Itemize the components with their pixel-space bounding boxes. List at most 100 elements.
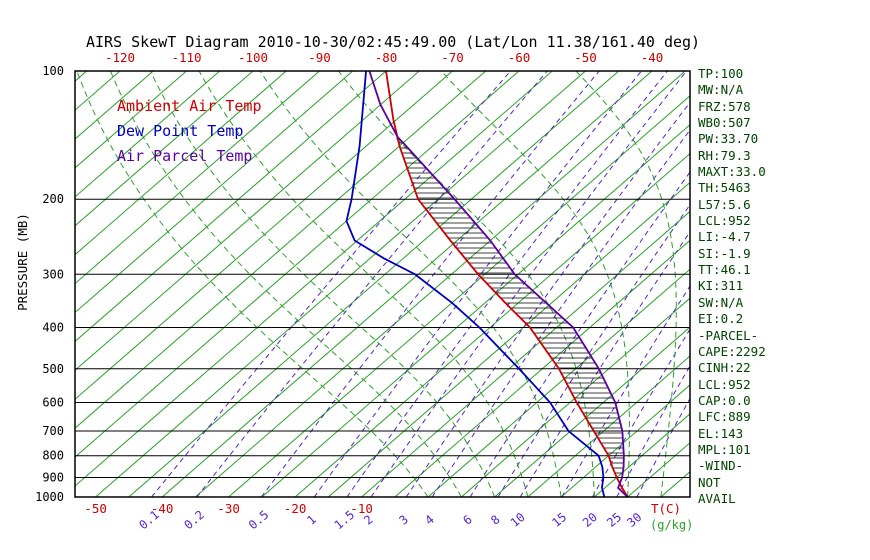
- pressure-axis-label: PRESSURE (MB): [15, 213, 30, 311]
- top-temp-label: -80: [375, 50, 398, 65]
- pressure-tick-label: 600: [42, 395, 64, 409]
- pressure-tick-label: 700: [42, 424, 64, 438]
- mixing-ratio-line: [313, 71, 643, 497]
- mixing-ratio-line: [260, 71, 600, 497]
- mixing-ratio-label: 30: [624, 510, 644, 530]
- stat-line: MAXT:33.0: [698, 164, 766, 180]
- mixing-ratio-line: [561, 285, 690, 497]
- moist-adiabat-line: [575, 71, 677, 497]
- moist-adiabat-line: [149, 71, 496, 497]
- mixing-ratio-label: 3: [396, 512, 411, 527]
- isotherm-line: [75, 71, 453, 400]
- stat-line: PW:33.70: [698, 131, 759, 147]
- pressure-tick-label: 300: [42, 267, 64, 281]
- background-grid: [75, 71, 690, 497]
- isotherm-line: [361, 210, 690, 497]
- stat-line: KI:311: [698, 278, 744, 294]
- isotherm-line: [261, 124, 690, 497]
- pressure-tick-label: 900: [42, 471, 64, 485]
- sounding-layer: [345, 71, 629, 497]
- top-temp-label: -50: [574, 50, 597, 65]
- stat-line: LFC:889: [698, 409, 751, 425]
- stat-line: MPL:101: [698, 441, 751, 457]
- isotherm-line: [75, 71, 187, 169]
- mixing-ratio-line: [592, 328, 690, 497]
- mixing-ratio-line: [519, 231, 690, 497]
- stat-line: TP:100: [698, 66, 744, 81]
- pressure-tick-label: 100: [42, 64, 64, 78]
- isotherm-line: [294, 152, 690, 497]
- bottom-temp-label: -10: [350, 501, 373, 516]
- mixing-ratio-label: 15: [549, 510, 569, 530]
- mixing-ratio-line: [497, 203, 690, 497]
- top-temp-label: -70: [441, 50, 464, 65]
- pressure-tick-label: 400: [42, 320, 64, 334]
- isotherm-line: [75, 71, 320, 285]
- isotherm-line: [461, 297, 690, 497]
- mixing-ratio-label: 20: [580, 510, 600, 530]
- stat-line: TH:5463: [698, 180, 751, 196]
- isotherm-line: [75, 71, 354, 314]
- stat-line: EL:143: [698, 425, 744, 441]
- moist-adiabat-line: [440, 71, 630, 497]
- pressure-tick-label: 800: [42, 449, 64, 463]
- legend-item-dew-point: Dew Point Temp: [117, 122, 244, 140]
- isotherm-line: [75, 71, 387, 343]
- bottom-temp-label: -50: [84, 501, 107, 516]
- stat-line: NOT: [698, 474, 721, 490]
- temp-curve: [385, 71, 629, 497]
- stat-line: SI:-1.9: [698, 245, 751, 261]
- stat-line: CINH:22: [698, 360, 751, 376]
- stat-line: EI:0.2: [698, 311, 744, 327]
- stat-line: LCL:952: [698, 376, 751, 392]
- bottom-temp-label: -40: [151, 501, 174, 516]
- mixing-ratio-label: 10: [508, 510, 528, 530]
- isotherm-line: [161, 71, 653, 497]
- legend-item-ambient-temp: Ambient Air Temp: [117, 97, 262, 115]
- temp-unit-label: T(C): [651, 501, 681, 516]
- mixing-ratio-line: [196, 71, 548, 497]
- mixing-ratio-label: 1: [304, 512, 319, 527]
- isotherm-line: [527, 355, 690, 497]
- stat-line: -PARCEL-: [698, 327, 759, 343]
- top-temp-label: -40: [641, 50, 664, 65]
- mixing-ratio-label: 0.5: [246, 508, 272, 533]
- isotherm-line: [394, 239, 690, 497]
- top-temp-label: -120: [105, 50, 135, 65]
- mixing-ratio-label: 4: [422, 512, 437, 527]
- mixing-ratio-label: 6: [460, 512, 475, 527]
- stat-line: L57:5.6: [698, 196, 751, 212]
- stat-line: CAP:0.0: [698, 392, 751, 408]
- stat-line: SW:N/A: [698, 294, 744, 310]
- plot-border: [74, 70, 691, 498]
- moist-adiabat-line: [198, 71, 529, 497]
- mixing-ratio-line: [346, 71, 669, 497]
- stat-line: LI:-4.7: [698, 229, 751, 245]
- isotherm-line: [128, 71, 620, 497]
- stat-line: -WIND-: [698, 458, 744, 474]
- top-temp-label: -110: [171, 50, 201, 65]
- curve-legend: Ambient Air Temp Dew Point Temp Air Parc…: [117, 94, 262, 169]
- pressure-tick-label: 500: [42, 362, 64, 376]
- stat-line: FRZ:578: [698, 98, 751, 114]
- pressure-tick-label: 200: [42, 192, 64, 206]
- isotherm-line: [75, 71, 254, 227]
- top-temp-label: -60: [508, 50, 531, 65]
- bottom-temp-label: -30: [217, 501, 240, 516]
- parcel-curve: [368, 71, 629, 497]
- isotherm-line: [75, 71, 221, 198]
- stat-line: TT:46.1: [698, 262, 751, 278]
- mixing-ratio-line: [469, 171, 690, 497]
- mixing-ratio-line: [151, 71, 512, 497]
- stat-line: AVAIL: [698, 490, 736, 506]
- top-temp-label: -100: [238, 50, 268, 65]
- mixing-ratio-line: [405, 101, 690, 497]
- isotherm-line: [75, 71, 553, 487]
- isotherm-line: [328, 181, 690, 497]
- isotherm-line: [195, 71, 686, 497]
- isotherm-line: [228, 95, 690, 497]
- isotherm-line: [560, 384, 690, 497]
- page-title: AIRS SkewT Diagram 2010-10-30/02:45:49.0…: [86, 33, 701, 51]
- bottom-temp-label: -20: [284, 501, 307, 516]
